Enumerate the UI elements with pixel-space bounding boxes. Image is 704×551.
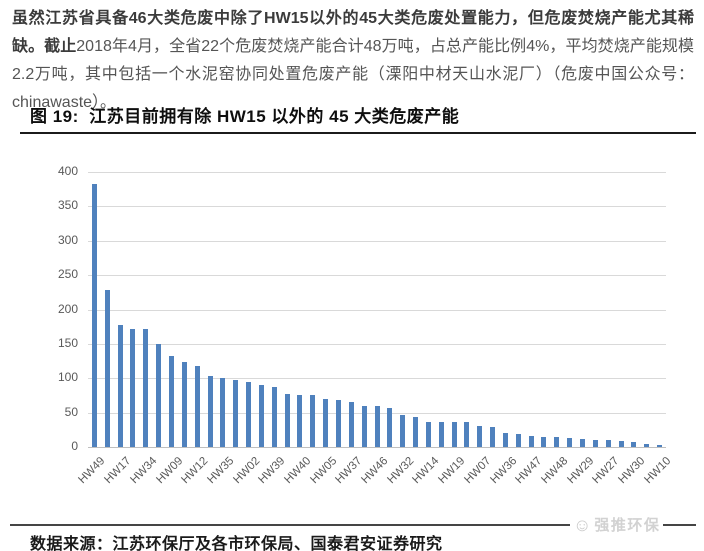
- bar: [644, 443, 650, 447]
- y-gridline: [88, 343, 666, 345]
- watermark: ☺ 强推环保: [570, 513, 664, 536]
- y-axis-tick-label: 350: [57, 198, 78, 213]
- bar: [143, 328, 149, 447]
- x-axis-tick-label: HW10: [641, 455, 674, 487]
- bar: [271, 386, 277, 447]
- bar: [246, 382, 252, 447]
- bar: [284, 394, 290, 447]
- x-axis-tick-label: HW29: [564, 455, 597, 487]
- bar: [490, 427, 496, 447]
- y-axis-tick-label: 150: [57, 335, 78, 350]
- y-axis-tick-label: 300: [57, 232, 78, 247]
- x-axis-tick-label: HW14: [410, 455, 442, 487]
- x-axis-tick-label: HW05: [308, 455, 340, 487]
- x-axis-tick-label: HW39: [256, 455, 288, 487]
- bar: [502, 432, 508, 447]
- x-axis-tick-label: HW35: [205, 455, 237, 487]
- y-axis-tick-label: 250: [57, 267, 78, 282]
- bar: [181, 362, 187, 447]
- bar: [541, 436, 547, 447]
- bar: [310, 394, 316, 447]
- y-axis-tick-label: 200: [57, 301, 78, 316]
- bar: [425, 421, 431, 447]
- bar: [323, 398, 329, 447]
- y-axis-tick-label: 50: [64, 404, 78, 419]
- y-axis-tick-label: 100: [57, 370, 78, 385]
- bar: [361, 406, 367, 447]
- figure-title-rule: [20, 132, 696, 134]
- x-axis-tick-label: HW30: [616, 455, 648, 487]
- bar: [580, 439, 585, 447]
- bar: [220, 378, 226, 447]
- bar: [451, 422, 457, 447]
- x-axis-tick-label: HW09: [153, 455, 185, 487]
- x-axis-tick-label: HW17: [102, 455, 134, 487]
- bar: [618, 440, 624, 447]
- bar: [515, 433, 521, 447]
- x-axis-tick-label: HW40: [282, 455, 314, 487]
- bar: [477, 426, 483, 447]
- x-axis-tick-label: HW12: [179, 455, 211, 487]
- y-gridline: [88, 206, 666, 208]
- source-divider-rule: [10, 524, 696, 526]
- bar: [297, 394, 303, 447]
- bar: [335, 400, 341, 447]
- intro-normal-text: 2018年4月，全省22个危废焚烧产能合计48万吨，占总产能比例4%，平均焚烧产…: [12, 38, 694, 111]
- x-axis-tick-label: HW36: [487, 455, 519, 487]
- x-axis-tick-label: HW32: [385, 455, 417, 487]
- bar: [438, 421, 444, 447]
- bar: [156, 343, 162, 447]
- bar: [348, 402, 354, 447]
- figure-title: 图 19: 江苏目前拥有除 HW15 以外的 45 大类危废产能: [30, 107, 460, 126]
- bar: [130, 328, 136, 447]
- x-axis-tick-label: HW34: [128, 455, 160, 487]
- bar: [657, 444, 663, 447]
- x-axis-tick-label: HW47: [513, 455, 545, 487]
- x-axis-tick-label: HW07: [462, 455, 494, 487]
- x-axis-tick-label: HW48: [539, 455, 571, 487]
- bar: [413, 416, 419, 447]
- y-axis-tick-label: 400: [57, 164, 78, 178]
- x-axis-tick-label: HW27: [590, 455, 622, 487]
- bar: [528, 436, 534, 447]
- bar: [194, 365, 200, 447]
- x-axis-tick-label: HW19: [436, 455, 468, 487]
- x-axis-tick-label: HW46: [359, 455, 391, 487]
- bar: [605, 440, 611, 447]
- bar: [554, 437, 560, 447]
- intro-bold-text: 虽然江苏省具备46大类危废中除了HW15以外的45大类危废处置能力，但危废焚烧产…: [12, 10, 694, 55]
- bar: [631, 441, 637, 447]
- bar: [592, 440, 598, 447]
- data-source-text: 数据来源：江苏环保厅及各市环保局、国泰君安证券研究: [30, 536, 443, 551]
- bar: [91, 183, 97, 447]
- y-gridline: [88, 240, 666, 242]
- x-axis-tick-label: HW02: [230, 455, 263, 487]
- bar: [258, 385, 264, 447]
- bar: [464, 422, 470, 447]
- intro-paragraph: 虽然江苏省具备46大类危废中除了HW15以外的45大类危废处置能力，但危废焚烧产…: [12, 5, 694, 117]
- y-gridline: [88, 447, 666, 448]
- bar: [567, 438, 573, 447]
- x-axis-tick-label: HW37: [333, 455, 365, 487]
- bar: [168, 356, 174, 447]
- y-gridline: [88, 378, 666, 380]
- bar: [387, 407, 393, 447]
- bar: [233, 379, 239, 447]
- bar: [400, 414, 406, 447]
- bar: [117, 325, 123, 447]
- x-axis-tick-label: HW49: [76, 455, 108, 487]
- bar: [207, 376, 213, 447]
- bar: [104, 290, 110, 447]
- y-axis-tick-label: 0: [71, 439, 78, 453]
- watermark-text: 强推环保: [594, 517, 661, 534]
- y-gridline: [88, 309, 666, 311]
- y-gridline: [88, 172, 666, 173]
- bar: [374, 406, 380, 447]
- y-gridline: [88, 275, 666, 277]
- watermark-mascot-icon: ☺: [573, 514, 592, 535]
